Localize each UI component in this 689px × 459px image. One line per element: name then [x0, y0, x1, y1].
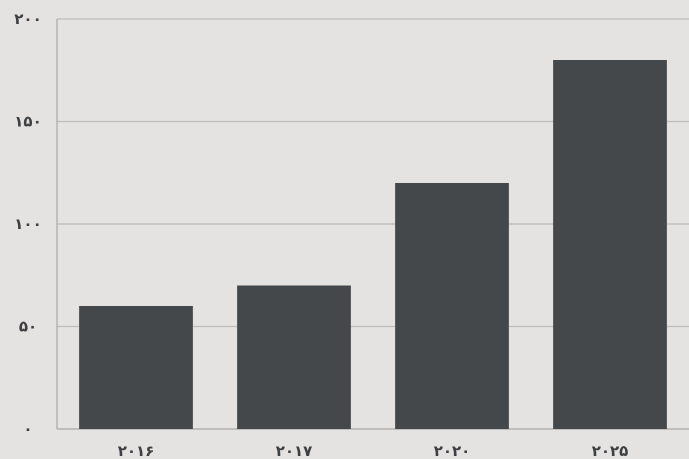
- x-tick-label: ۲۰۲۵: [592, 442, 629, 459]
- y-tick-label: ۰: [23, 420, 32, 438]
- bar: [553, 60, 667, 429]
- y-tick-label: ۱۰۰: [14, 215, 41, 233]
- bars: [79, 60, 667, 429]
- bar: [79, 306, 193, 429]
- y-tick-labels: ۰ ۵۰ ۱۰۰ ۱۵۰ ۲۰۰: [14, 10, 41, 438]
- x-tick-label: ۲۰۱۷: [276, 442, 313, 459]
- x-tick-label: ۲۰۲۰: [434, 442, 471, 459]
- y-tick-label: ۱۵۰: [14, 113, 41, 131]
- x-tick-labels: ۲۰۱۶ ۲۰۱۷ ۲۰۲۰ ۲۰۲۵: [118, 442, 629, 459]
- bar: [237, 285, 351, 429]
- y-tick-label: ۵۰: [19, 318, 37, 336]
- bar: [395, 183, 509, 429]
- y-tick-label: ۲۰۰: [14, 10, 41, 28]
- x-tick-label: ۲۰۱۶: [118, 442, 155, 459]
